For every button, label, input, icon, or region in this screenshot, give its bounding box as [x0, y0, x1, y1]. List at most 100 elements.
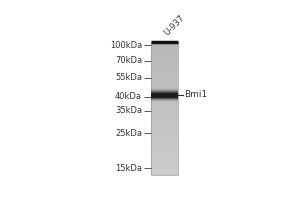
Bar	[151, 103, 178, 104]
Bar	[151, 122, 178, 123]
Bar	[151, 106, 178, 107]
Bar	[151, 88, 178, 102]
Bar	[151, 163, 178, 164]
Bar	[151, 54, 178, 55]
Bar	[151, 139, 178, 140]
Bar	[151, 63, 178, 64]
Bar	[151, 124, 178, 126]
Bar	[151, 72, 178, 74]
Bar	[151, 158, 178, 159]
Bar	[151, 79, 178, 80]
Bar	[151, 99, 178, 100]
Bar	[151, 88, 178, 102]
Bar	[151, 108, 178, 110]
Bar	[151, 68, 178, 70]
Bar	[151, 89, 178, 101]
Bar	[151, 67, 178, 68]
Bar	[151, 59, 178, 60]
Bar	[151, 171, 178, 172]
Bar	[151, 159, 178, 160]
Bar	[151, 93, 178, 98]
Bar	[151, 93, 178, 98]
Bar	[151, 88, 178, 90]
Bar	[151, 75, 178, 76]
Bar	[151, 120, 178, 122]
Bar	[151, 147, 178, 148]
Bar	[151, 126, 178, 127]
Bar	[151, 170, 178, 171]
Text: 40kDa: 40kDa	[115, 92, 142, 101]
Bar	[151, 116, 178, 118]
Bar	[151, 136, 178, 138]
Bar	[151, 70, 178, 71]
Bar	[151, 91, 178, 92]
Text: 35kDa: 35kDa	[115, 106, 142, 115]
Bar	[151, 55, 178, 56]
Bar	[151, 98, 178, 99]
Bar	[151, 144, 178, 146]
Bar	[151, 47, 178, 48]
Bar	[151, 60, 178, 62]
Bar	[151, 138, 178, 139]
Bar	[151, 107, 178, 108]
Bar	[151, 64, 178, 66]
Bar	[151, 90, 178, 91]
Bar	[151, 94, 178, 95]
Bar	[151, 143, 178, 144]
Bar	[151, 95, 178, 96]
Bar	[151, 155, 178, 156]
Bar	[151, 112, 178, 114]
Bar	[151, 135, 178, 136]
Bar	[151, 102, 178, 103]
Bar	[151, 168, 178, 170]
Bar	[151, 71, 178, 72]
Bar	[151, 142, 178, 143]
Bar	[151, 42, 178, 43]
Bar	[151, 80, 178, 82]
Bar	[151, 92, 178, 98]
Bar	[151, 132, 178, 134]
Bar	[151, 76, 178, 78]
Bar	[151, 74, 178, 75]
Bar	[151, 115, 178, 116]
Bar	[151, 84, 178, 86]
Bar	[151, 146, 178, 147]
Bar	[151, 86, 178, 87]
Bar	[151, 150, 178, 151]
Bar	[151, 42, 178, 175]
Bar	[151, 46, 178, 47]
Bar	[151, 78, 178, 79]
Bar	[151, 104, 178, 106]
Bar	[151, 52, 178, 54]
Bar	[151, 62, 178, 63]
Bar	[151, 127, 178, 128]
Bar	[151, 87, 178, 88]
Text: Bmi1: Bmi1	[184, 90, 208, 99]
Bar	[151, 160, 178, 162]
Bar	[151, 51, 178, 52]
Bar	[151, 130, 178, 131]
Bar	[151, 154, 178, 155]
Bar	[151, 119, 178, 120]
Text: 70kDa: 70kDa	[115, 56, 142, 65]
Bar	[151, 44, 178, 46]
Bar	[151, 100, 178, 102]
Bar	[151, 114, 178, 115]
Bar	[151, 131, 178, 132]
Text: 15kDa: 15kDa	[115, 164, 142, 173]
Bar	[151, 87, 178, 103]
Bar	[151, 152, 178, 154]
Bar	[151, 50, 178, 51]
Bar	[151, 96, 178, 98]
Bar	[151, 58, 178, 59]
Bar	[151, 56, 178, 58]
Bar	[151, 82, 178, 83]
Bar	[151, 167, 178, 168]
Bar	[151, 110, 178, 111]
Bar	[151, 156, 178, 158]
Bar	[151, 140, 178, 142]
Bar	[151, 166, 178, 167]
Bar	[151, 174, 178, 175]
Bar	[151, 90, 178, 100]
Bar	[151, 66, 178, 67]
